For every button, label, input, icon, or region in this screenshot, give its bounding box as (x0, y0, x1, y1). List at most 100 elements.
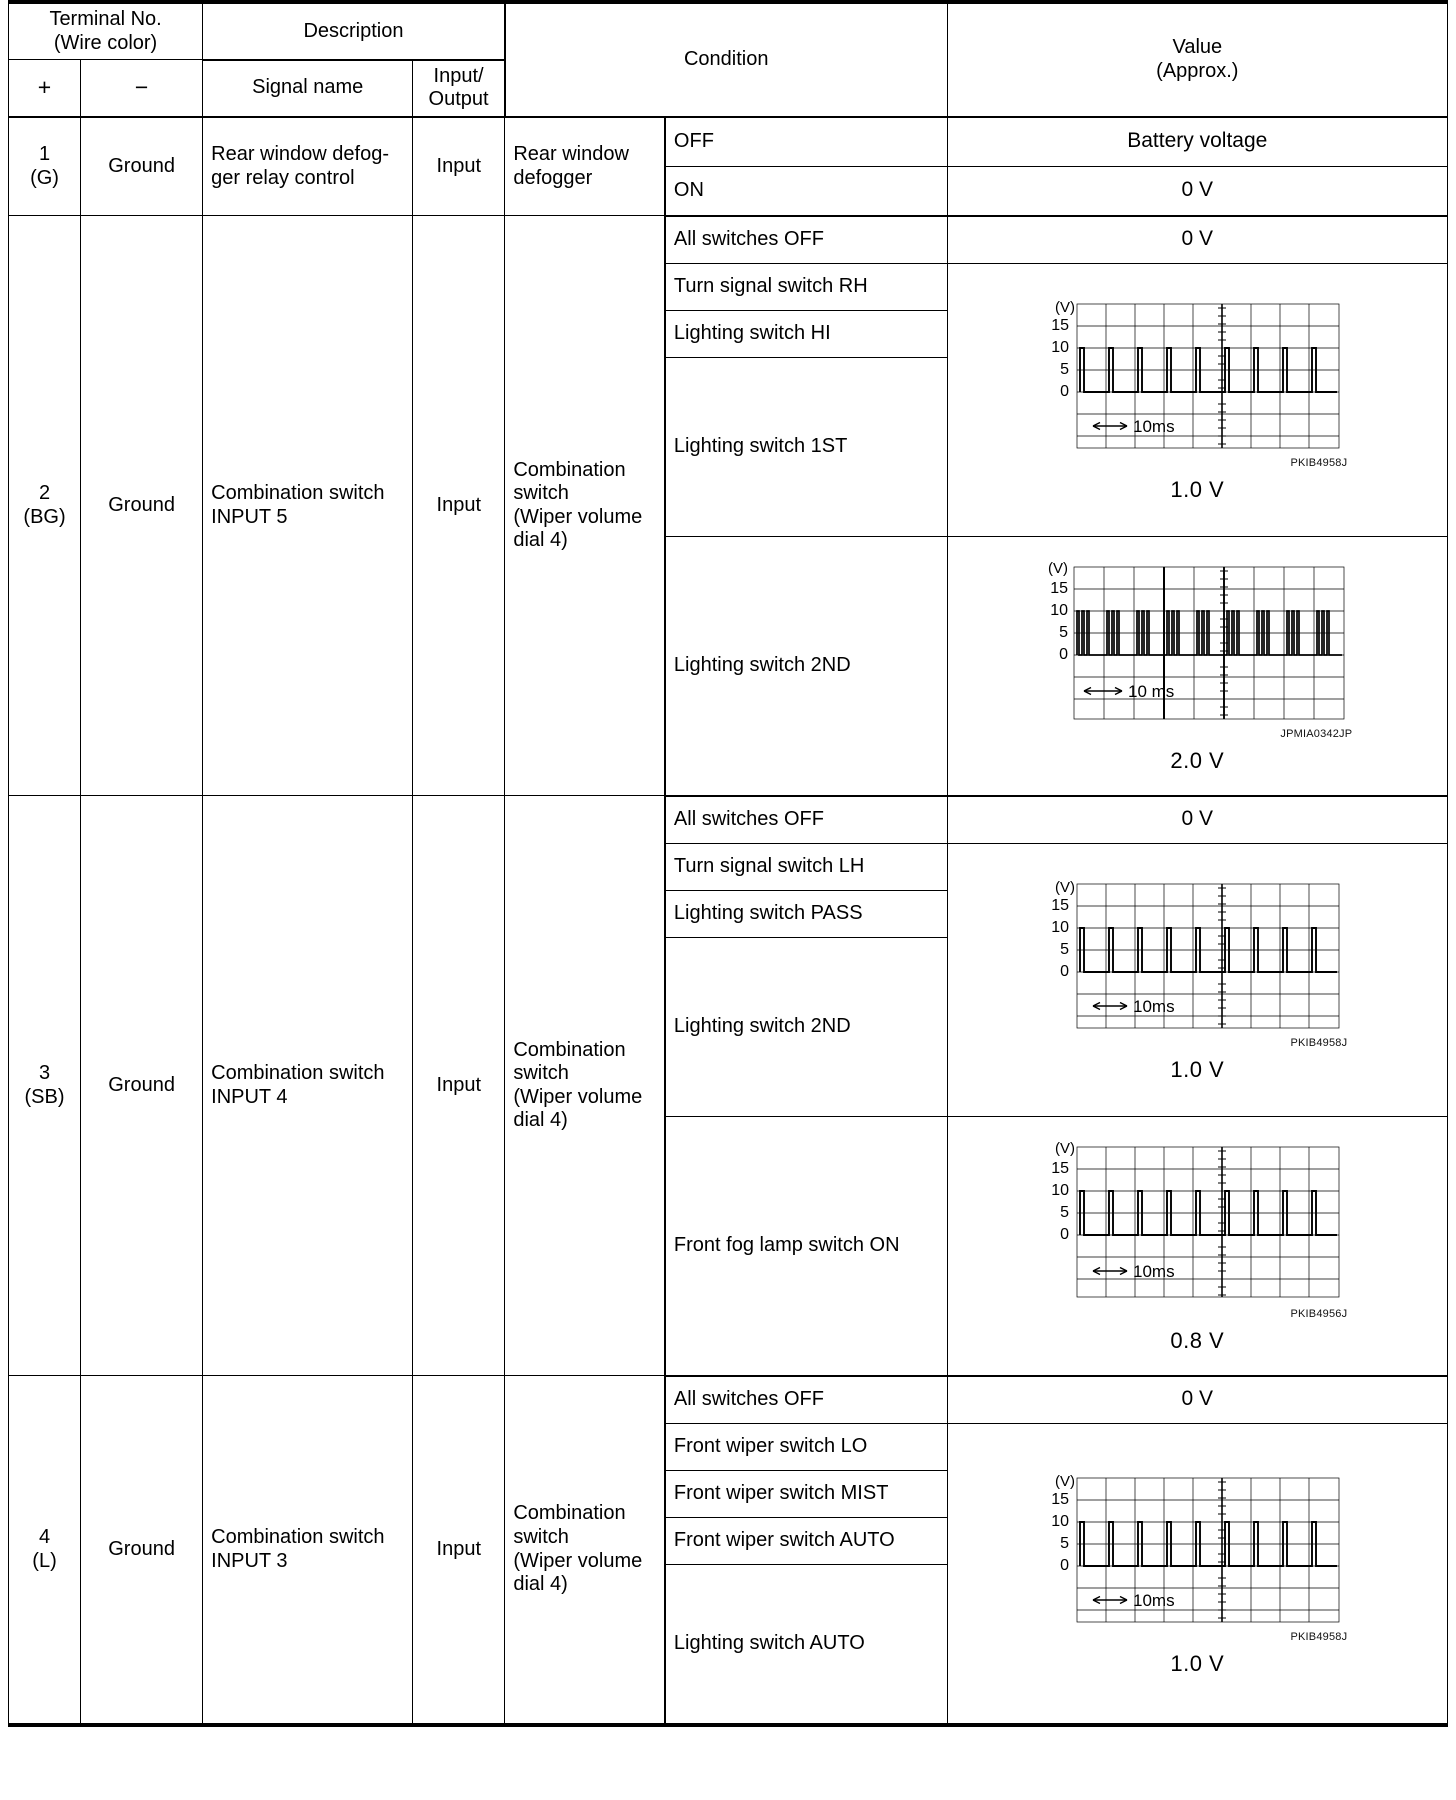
cell-value: Battery voltage (946, 116, 1449, 167)
scope-unit-label: (V) (1055, 879, 1075, 896)
scope-ytick-10: 10 (1052, 1182, 1070, 1199)
cell-condition: All switches OFF (663, 1375, 948, 1424)
scope-unit-label: (V) (1055, 1140, 1075, 1157)
cell-condition: Front wiper switch AUTO (663, 1516, 948, 1565)
cell-value-waveform: (V) 15 10 5 0 (946, 842, 1449, 1117)
cell-value: 0 V (946, 215, 1449, 264)
cell-condition: ON (663, 165, 948, 217)
terminal-number: 4 (38, 1526, 51, 1549)
scope-unit-label: (V) (1055, 299, 1075, 316)
table-row: 2 (BG) Ground Combination switch INPUT 5 … (7, 215, 1449, 797)
terminal-number: 1 (38, 143, 51, 166)
cell-io: Input (412, 1375, 506, 1727)
scope-ytick-15: 15 (1051, 580, 1069, 597)
header-condition: Condition (503, 0, 948, 118)
cell-condition-group: Combination switch (Wiper volume dial 4) (504, 795, 666, 1377)
scope-time-marker (1092, 422, 1128, 431)
scope-unit-label: (V) (1048, 560, 1068, 577)
waveform-chart: (V) 15 10 5 0 (1047, 1470, 1348, 1644)
table-row: Turn signal switch LH (V) 15 10 5 0 (9, 842, 1449, 1117)
waveform-image-code: PKIB4958J (1290, 457, 1348, 470)
waveform-value: 1.0 V (1170, 1057, 1225, 1083)
header-plus: + (7, 59, 82, 118)
scope-ytick-15: 15 (1052, 1160, 1070, 1177)
header-row-2: + − Signal name Input/ Output (7, 59, 1448, 118)
header-value-line1: Value (1172, 36, 1223, 59)
waveform-value: 0.8 V (1170, 1328, 1225, 1354)
waveform-value: 1.0 V (1170, 1650, 1225, 1676)
scope-time-label: 10ms (1133, 417, 1175, 436)
scope-ytick-0: 0 (1059, 646, 1068, 663)
oscilloscope-trace: (V) 15 10 5 0 (1048, 560, 1345, 720)
cell-io: Input (412, 116, 506, 217)
oscilloscope-trace: (V) 15 10 5 0 (1052, 299, 1340, 449)
cell-io: Input (412, 795, 506, 1377)
header-row-1: Terminal No. (Wire color) Description Co… (7, 0, 1449, 118)
terminal-wire-color: (G) (30, 166, 59, 189)
cell-condition: Turn signal switch RH (663, 262, 948, 311)
scope-ytick-5: 5 (1060, 1535, 1069, 1552)
cell-terminal-no: 3 (SB) (7, 795, 82, 1377)
cell-condition: Lighting switch 2ND (663, 936, 948, 1117)
cell-signal-name: Combination switch INPUT 5 (202, 215, 414, 797)
waveform-value: 1.0 V (1170, 477, 1225, 503)
cell-terminal-no: 1 (G) (7, 116, 82, 217)
cell-value-waveform: (V) 15 10 5 0 (946, 535, 1449, 797)
cell-condition: Lighting switch AUTO (663, 1563, 948, 1727)
header-value: Value (Approx.) (946, 0, 1449, 118)
table-row: 1 (G) Ground Rear window defog-ger relay… (7, 116, 1449, 217)
oscilloscope-trace: (V) 15 10 5 0 (1052, 879, 1340, 1029)
terminal-layout-table: Terminal No. (Wire color) Description Co… (7, 0, 1449, 1727)
waveform-chart: (V) 15 10 5 0 (1047, 296, 1348, 470)
scope-ytick-5: 5 (1060, 361, 1069, 378)
scope-signal-path (1076, 610, 1343, 657)
scope-signal-path (1079, 1520, 1338, 1567)
scope-ytick-5: 5 (1060, 1204, 1069, 1221)
cell-condition: Lighting switch HI (663, 309, 948, 358)
scope-ytick-0: 0 (1060, 1226, 1069, 1243)
scope-time-label: 10ms (1133, 997, 1175, 1016)
cell-condition: All switches OFF (663, 795, 948, 844)
scope-ytick-15: 15 (1052, 1491, 1070, 1508)
scope-unit-label: (V) (1055, 1473, 1075, 1490)
header-input-output: Input/ Output (412, 59, 506, 118)
waveform-image-code: PKIB4956J (1290, 1308, 1348, 1321)
terminal-number: 3 (38, 1062, 51, 1085)
header-terminal-no: Terminal No. (Wire color) (7, 0, 204, 61)
table-row: Turn signal switch RH (V) 15 10 5 0 (9, 262, 1449, 537)
table-row: ON 0 V (9, 165, 1449, 217)
cell-value: 0 V (946, 795, 1449, 844)
cell-terminal-no: 4 (L) (7, 1375, 82, 1727)
table-row: Front wiper switch AUTO (9, 1516, 1448, 1565)
scope-ytick-0: 0 (1060, 963, 1069, 980)
cell-condition-group: Combination switch (Wiper volume dial 4) (504, 1375, 666, 1727)
header-value-line2: (Approx.) (1156, 59, 1239, 82)
scope-time-marker (1092, 1595, 1128, 1605)
table-row: Lighting switch 1ST (9, 356, 1448, 537)
scope-ytick-15: 15 (1052, 897, 1070, 914)
cell-condition: Lighting switch PASS (663, 889, 948, 938)
table-row: Lighting switch 2ND (V) 15 10 5 0 (9, 535, 1449, 797)
scope-ytick-0: 0 (1060, 383, 1069, 400)
cell-value: 0 V (946, 165, 1449, 217)
scope-signal-path (1079, 347, 1338, 394)
cell-condition: Lighting switch 2ND (663, 535, 948, 797)
scope-ytick-10: 10 (1052, 1513, 1070, 1530)
cell-value-waveform: (V) 15 10 5 0 (946, 1422, 1449, 1727)
waveform-chart: (V) 15 10 5 0 (1047, 876, 1348, 1050)
scope-time-marker (1092, 1267, 1128, 1276)
header-minus: − (80, 59, 204, 118)
waveform-chart: (V) 15 10 5 0 (1047, 1137, 1348, 1321)
waveform-image-code: PKIB4958J (1290, 1037, 1348, 1050)
scope-time-marker (1083, 687, 1123, 696)
waveform-image-code: PKIB4958J (1290, 1630, 1348, 1643)
cell-ground: Ground (80, 215, 204, 797)
header-signal-name: Signal name (202, 59, 414, 118)
scope-ytick-10: 10 (1052, 339, 1070, 356)
cell-condition: Front fog lamp switch ON (663, 1115, 948, 1377)
cell-condition: Turn signal switch LH (663, 842, 948, 891)
cell-ground: Ground (80, 1375, 204, 1727)
table-row: Front wiper switch MIST (9, 1469, 1448, 1518)
cell-signal-name: Rear window defog-ger relay control (202, 116, 414, 217)
